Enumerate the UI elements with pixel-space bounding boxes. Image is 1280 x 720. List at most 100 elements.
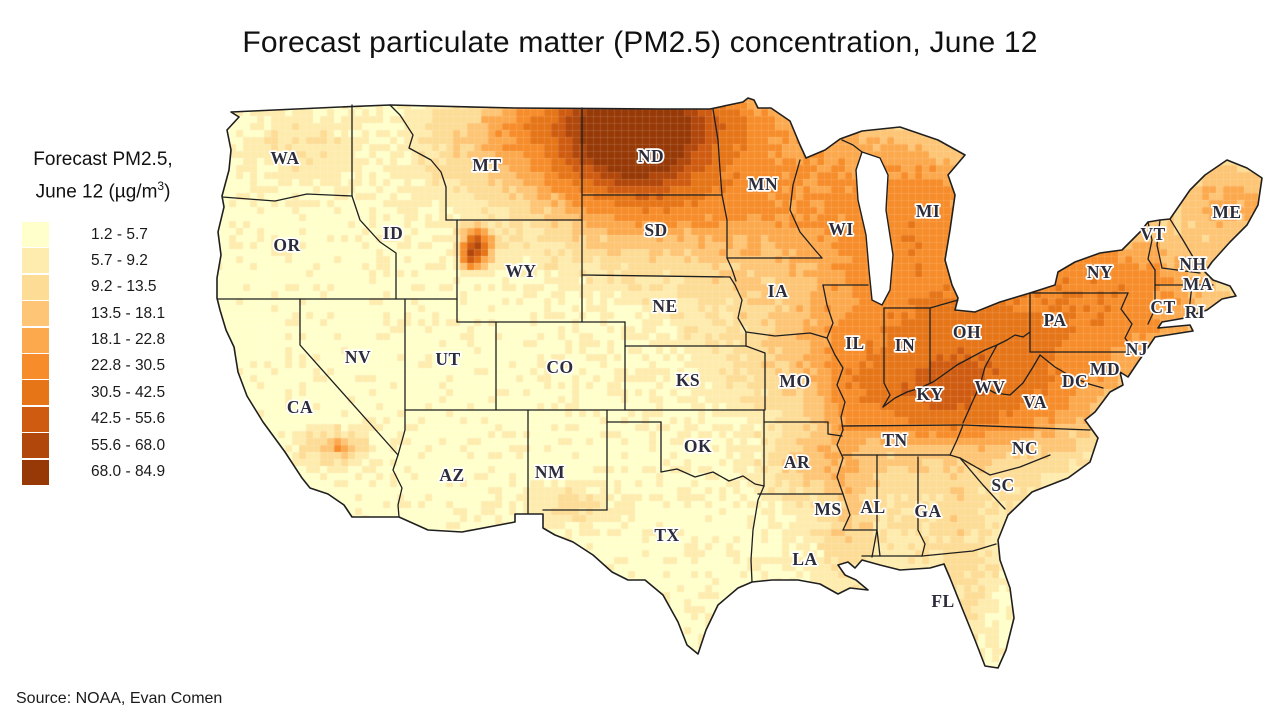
state-border-line-2 xyxy=(351,195,397,300)
state-border-line-23 xyxy=(392,454,403,518)
state-label-il: IL xyxy=(845,333,864,353)
state-label-nh: NH xyxy=(1179,254,1206,274)
state-label-az: AZ xyxy=(439,465,464,485)
state-label-vt: VT xyxy=(1140,224,1165,244)
legend-swatch xyxy=(22,433,49,459)
state-label-or: OR xyxy=(273,235,300,255)
legend-title-line1: Forecast PM2.5, xyxy=(33,149,173,170)
state-label-la: LA xyxy=(792,549,817,569)
state-label-al: AL xyxy=(860,497,885,517)
us-coastline-outline xyxy=(216,97,1263,669)
state-border-line-55 xyxy=(1039,354,1104,389)
legend-row-8: 55.6 - 68.0 xyxy=(8,432,198,459)
legend-bin-label: 68.0 - 84.9 xyxy=(91,463,166,481)
source-note: Source: NOAA, Evan Comen xyxy=(16,690,223,707)
state-label-sd: SD xyxy=(644,220,667,240)
state-border-line-36 xyxy=(882,307,891,408)
state-border-line-63 xyxy=(917,456,926,557)
state-label-wa: WA xyxy=(270,148,299,168)
state-label-tn: TN xyxy=(882,430,907,450)
legend-swatch xyxy=(22,222,49,248)
legend-swatch xyxy=(22,274,49,300)
state-label-wv: WV xyxy=(974,377,1005,397)
state-border-line-10 xyxy=(789,159,823,259)
state-border-line-54 xyxy=(1188,284,1193,312)
legend-swatch xyxy=(22,327,49,353)
legend-swatch xyxy=(22,301,49,327)
legend-swatch xyxy=(22,380,49,406)
state-label-ga: GA xyxy=(914,501,941,521)
state-border-line-49 xyxy=(1147,269,1156,325)
state-border-line-66 xyxy=(921,543,997,557)
legend-bin-label: 13.5 - 18.1 xyxy=(91,304,166,322)
state-border-line-67 xyxy=(842,529,878,558)
state-border-line-39 xyxy=(979,344,998,386)
state-label-md: MD xyxy=(1090,359,1120,379)
legend-bin-label: 22.8 - 30.5 xyxy=(91,357,166,375)
state-label-ma: MA xyxy=(1183,274,1213,294)
state-label-me: ME xyxy=(1212,202,1241,222)
legend-row-5: 22.8 - 30.5 xyxy=(8,353,198,379)
state-border-line-34 xyxy=(822,284,851,531)
legend-bin-label: 18.1 - 22.8 xyxy=(91,331,166,349)
state-label-id: ID xyxy=(383,223,403,243)
legend-items: 1.2 - 5.7 5.7 - 9.2 9.2 - 13.5 13.5 - 18.1 1… xyxy=(8,221,198,485)
state-border-line-59 xyxy=(949,424,964,456)
state-label-ut: UT xyxy=(435,349,460,369)
us-map: WA OR CA NV ID MT WY UT AZ NM CO ND SD NE KS OK TX MN IA MO… xyxy=(215,95,1275,685)
state-label-oh: OH xyxy=(953,322,981,342)
state-border-line-61 xyxy=(959,454,1051,476)
state-label-ia: IA xyxy=(768,281,788,301)
state-border-line-60 xyxy=(949,454,961,459)
state-label-wy: WY xyxy=(505,261,536,281)
state-label-nj: NJ xyxy=(1126,339,1148,359)
legend-row-1: 5.7 - 9.2 xyxy=(8,248,198,274)
state-label-mi: MI xyxy=(916,201,940,221)
state-border-line-42 xyxy=(883,299,959,309)
legend-row-7: 42.5 - 55.6 xyxy=(8,406,198,432)
state-border-line-4 xyxy=(389,104,447,221)
legend-title-line2-close: ) xyxy=(164,181,171,203)
state-border-line-29 xyxy=(660,468,765,487)
state-label-mo: MO xyxy=(779,371,810,391)
map-legend: Forecast PM2.5, June 12 (µg/m3) 1.2 - 5.… xyxy=(8,146,198,485)
state-border-line-56 xyxy=(841,424,964,427)
state-border-line-22 xyxy=(299,298,399,456)
legend-swatch xyxy=(22,353,49,379)
legend-bin-label: 9.2 - 13.5 xyxy=(91,278,157,296)
legend-swatch xyxy=(22,406,49,432)
state-border-line-50 xyxy=(1156,219,1163,269)
state-border-line-13 xyxy=(745,331,828,339)
state-label-ks: KS xyxy=(676,370,700,390)
state-label-in: IN xyxy=(895,335,915,355)
state-border-line-48 xyxy=(1147,221,1156,271)
legend-swatch xyxy=(22,459,49,485)
legend-bin-label: 30.5 - 42.5 xyxy=(91,383,166,401)
state-label-va: VA xyxy=(1023,392,1047,412)
state-border-line-32 xyxy=(750,485,765,583)
state-label-ms: MS xyxy=(814,499,841,519)
state-label-pa: PA xyxy=(1043,310,1066,330)
state-label-ky: KY xyxy=(916,384,943,404)
state-border-line-31 xyxy=(763,421,843,437)
state-border-line-57 xyxy=(962,424,1091,431)
legend-row-3: 13.5 - 18.1 xyxy=(8,301,198,327)
state-border-line-52 xyxy=(1169,218,1194,258)
legend-bin-label: 42.5 - 55.6 xyxy=(91,410,166,428)
state-label-ar: AR xyxy=(784,452,810,472)
pm25-raster-canvas xyxy=(215,95,1275,685)
state-label-ne: NE xyxy=(652,296,677,316)
state-label-ri: RI xyxy=(1185,302,1205,322)
state-border-line-62 xyxy=(959,457,1006,510)
state-label-tx: TX xyxy=(654,525,679,545)
state-label-ny: NY xyxy=(1087,262,1113,282)
state-border-line-41 xyxy=(979,354,1041,396)
state-label-sc: SC xyxy=(991,475,1014,495)
state-border-line-0 xyxy=(221,193,353,202)
state-label-mn: MN xyxy=(748,174,778,194)
state-border-line-8 xyxy=(712,108,728,259)
state-label-ok: OK xyxy=(684,436,712,456)
state-label-ct: CT xyxy=(1150,297,1175,317)
state-border-line-12 xyxy=(726,257,737,282)
